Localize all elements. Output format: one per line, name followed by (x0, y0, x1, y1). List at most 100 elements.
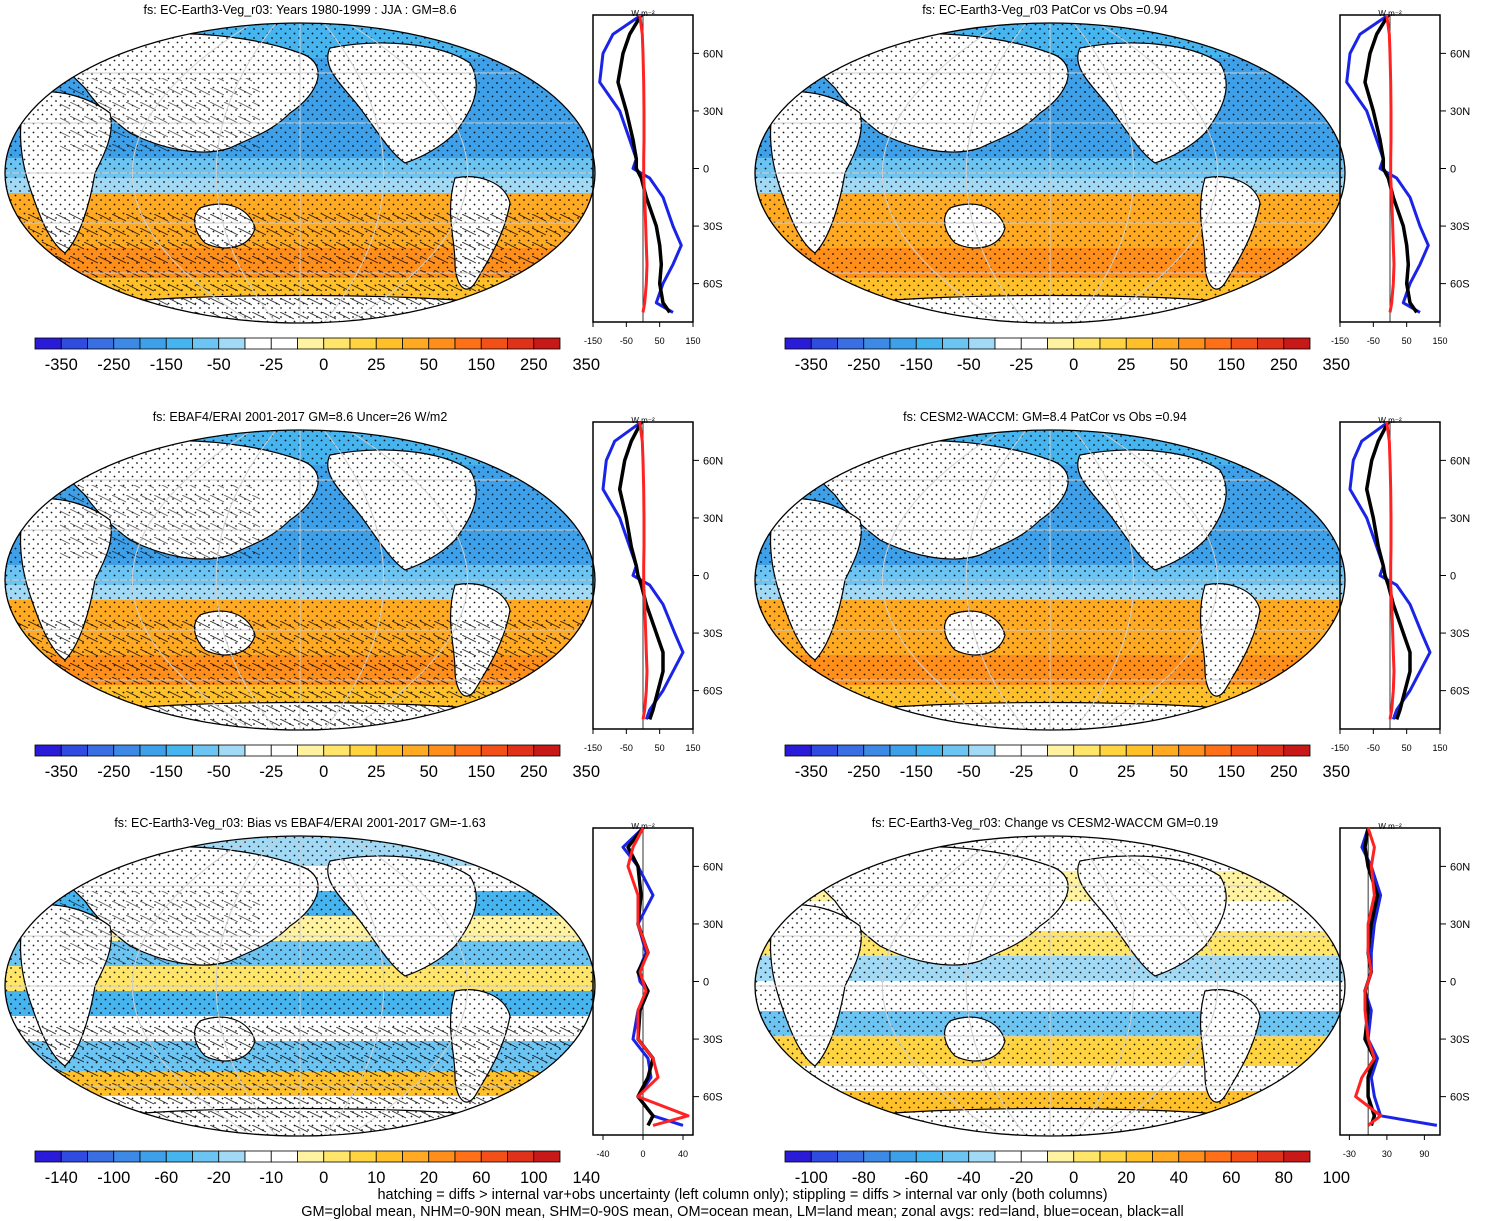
colorbar-label: 100 (520, 1169, 548, 1187)
y-tick-label: 60S (703, 686, 723, 698)
panel-2: fs: EBAF4/ERAI 2001-2017 GM=8.6 Uncer=26… (0, 407, 740, 802)
colorbar-swatch (1178, 744, 1206, 757)
colorbar-swatch (349, 337, 377, 350)
colorbar-swatch (428, 1150, 456, 1163)
panel-title: fs: CESM2-WACCM: GM=8.4 PatCor vs Obs =0… (903, 410, 1187, 424)
y-tick-label: 60N (1450, 861, 1470, 873)
x-tick-label: 40 (678, 1149, 688, 1159)
colorbar-label: 25 (367, 763, 385, 781)
colorbar-label: -20 (1009, 1169, 1033, 1187)
colorbar-swatch (863, 744, 891, 757)
colorbar-swatch (454, 744, 482, 757)
colorbar-swatch (1047, 337, 1075, 350)
colorbar-label: -40 (957, 1169, 981, 1187)
colorbar-label: -350 (45, 356, 78, 374)
colorbar-label: -350 (45, 763, 78, 781)
colorbar-swatch (323, 744, 351, 757)
colorbar-label: 20 (420, 1169, 438, 1187)
map-plot (754, 835, 1346, 1137)
colorbar-swatch (1152, 337, 1180, 350)
colorbar-label: 150 (1217, 763, 1245, 781)
colorbar-swatch (994, 744, 1022, 757)
colorbar-swatch (1073, 337, 1101, 350)
colorbar: -140 -100 -60 -20 -10 0 10 20 60 100 140 (34, 1150, 600, 1187)
colorbar-swatch (1099, 337, 1127, 350)
x-tick-label: -150 (584, 743, 602, 753)
colorbar-swatch (994, 337, 1022, 350)
y-tick-label: 60S (1450, 279, 1470, 291)
map-plot (754, 22, 1346, 324)
colorbar: -350 -250 -150 -50 -25 0 25 50 150 250 350 (784, 744, 1350, 781)
colorbar-label: -350 (795, 356, 828, 374)
x-tick-label: 150 (1432, 336, 1447, 346)
colorbar-label: -25 (259, 356, 283, 374)
y-tick-label: 30S (1450, 1034, 1470, 1046)
colorbar-label: 50 (1170, 356, 1188, 374)
colorbar-swatch (402, 744, 430, 757)
colorbar-swatch (165, 1150, 193, 1163)
colorbar-swatch (165, 744, 193, 757)
colorbar-swatch (375, 337, 403, 350)
colorbar-swatch (915, 744, 943, 757)
map-plot (4, 835, 596, 1137)
colorbar-label: 0 (319, 763, 328, 781)
colorbar-swatch (915, 337, 943, 350)
y-tick-label: 60S (1450, 686, 1470, 698)
colorbar-swatch (60, 337, 88, 350)
colorbar-swatch (994, 1150, 1022, 1163)
colorbar-label: 50 (420, 763, 438, 781)
colorbar-swatch (810, 744, 838, 757)
x-tick-label: -50 (1367, 743, 1380, 753)
colorbar-label: 100 (1322, 1169, 1350, 1187)
colorbar-swatch (244, 337, 272, 350)
colorbar-label: -50 (207, 763, 231, 781)
colorbar-swatch (113, 337, 141, 350)
colorbar-swatch (915, 1150, 943, 1163)
colorbar-swatch (402, 337, 430, 350)
colorbar-swatch (297, 744, 325, 757)
colorbar-swatch (192, 744, 220, 757)
colorbar-swatch (942, 1150, 970, 1163)
zonal-series-line (1385, 14, 1396, 313)
colorbar-label: -150 (900, 356, 933, 374)
colorbar-label: -100 (97, 1169, 130, 1187)
colorbar-swatch (1099, 744, 1127, 757)
colorbar-label: -50 (957, 763, 981, 781)
colorbar-swatch (192, 1150, 220, 1163)
map-plot (4, 429, 596, 731)
colorbar-label: 25 (367, 356, 385, 374)
y-tick-label: 60S (1450, 1092, 1470, 1104)
colorbar-label: 0 (319, 356, 328, 374)
x-tick-label: 50 (1402, 743, 1412, 753)
colorbar-swatch (323, 337, 351, 350)
colorbar-label: 50 (420, 356, 438, 374)
zonal-unit-label: W m⁻² (1378, 9, 1402, 18)
colorbar-swatch (139, 744, 167, 757)
y-tick-label: 60N (703, 455, 723, 467)
colorbar-swatch (60, 744, 88, 757)
y-tick-label: 60N (1450, 455, 1470, 467)
y-tick-label: 60S (703, 279, 723, 291)
colorbar-swatch (1073, 1150, 1101, 1163)
y-tick-label: 30S (703, 628, 723, 640)
colorbar-label: 0 (1069, 356, 1078, 374)
zonal-series-line (1385, 421, 1396, 720)
colorbar-swatch (968, 1150, 996, 1163)
colorbar-swatch (192, 337, 220, 350)
colorbar-swatch (810, 1150, 838, 1163)
colorbar-swatch (60, 1150, 88, 1163)
x-tick-label: -150 (1331, 743, 1349, 753)
colorbar-swatch (784, 337, 812, 350)
panel-title: fs: EC-Earth3-Veg_r03 PatCor vs Obs =0.9… (922, 3, 1168, 17)
y-tick-label: 30N (703, 513, 723, 525)
zonal-mean-plot: W m⁻² 60N 30N 0 30S 60S -150 -50 50 150 (1331, 9, 1470, 346)
colorbar-label: -100 (795, 1169, 828, 1187)
colorbar-label: 250 (520, 763, 548, 781)
colorbar-label: -60 (154, 1169, 178, 1187)
zonal-series-line (626, 827, 690, 1127)
zonal-mean-plot: W m⁻² 60N 30N 0 30S 60S -40 0 40 (592, 822, 723, 1159)
zonal-mean-plot: W m⁻² 60N 30N 0 30S 60S -150 -50 50 150 (584, 9, 723, 346)
colorbar-swatch (1283, 337, 1311, 350)
colorbar-swatch (1204, 337, 1232, 350)
x-tick-label: 30 (1382, 1149, 1392, 1159)
